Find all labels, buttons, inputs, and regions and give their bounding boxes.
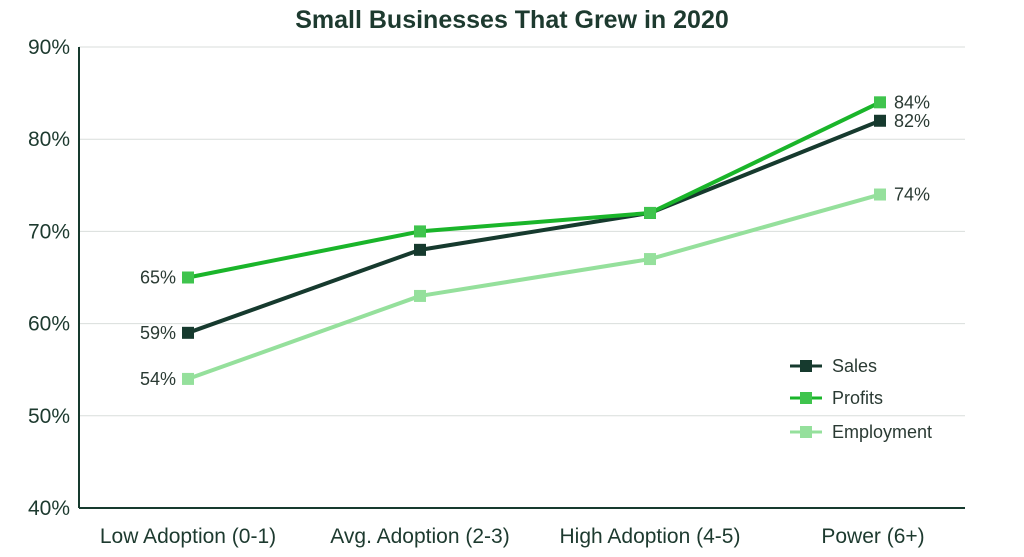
- profits-marker: [644, 206, 656, 219]
- employment-line: [187, 192, 881, 381]
- y-tick-label: 60%: [28, 313, 70, 336]
- profits-line: [187, 100, 881, 280]
- profits-marker: [182, 271, 194, 284]
- profits-marker: [414, 225, 426, 238]
- x-tick-label: Avg. Adoption (2-3): [330, 525, 509, 548]
- sales-line: [187, 118, 881, 335]
- legend-label-profits: Profits: [832, 388, 883, 408]
- legend-label-employment: Employment: [832, 422, 932, 442]
- legend-marker-employment: [800, 426, 812, 438]
- sales-marker: [414, 243, 426, 256]
- y-tick-label: 40%: [28, 497, 70, 520]
- data-label: 59%: [140, 323, 176, 343]
- data-label: 65%: [140, 268, 176, 288]
- y-tick-label: 90%: [28, 36, 70, 59]
- sales-marker: [182, 326, 194, 339]
- legend-marker-profits: [800, 392, 812, 404]
- x-tick-label: High Adoption (4-5): [560, 525, 741, 548]
- employment-marker: [182, 372, 194, 385]
- y-tick-label: 80%: [28, 128, 70, 151]
- data-label: 82%: [894, 111, 930, 131]
- x-tick-label: Low Adoption (0-1): [100, 525, 276, 548]
- profits-marker: [874, 96, 886, 109]
- chart-title: Small Businesses That Grew in 2020: [295, 6, 729, 34]
- employment-marker: [644, 253, 656, 266]
- data-label: 84%: [894, 92, 930, 112]
- legend-marker-sales: [800, 360, 812, 372]
- data-label: 54%: [140, 369, 176, 389]
- y-tick-label: 50%: [28, 405, 70, 428]
- data-label: 74%: [894, 185, 930, 205]
- sales-marker: [874, 114, 886, 127]
- y-tick-label: 70%: [28, 220, 70, 243]
- x-tick-label: Power (6+): [821, 525, 924, 548]
- employment-marker: [414, 289, 426, 302]
- legend-label-sales: Sales: [832, 356, 877, 376]
- employment-marker: [874, 188, 886, 201]
